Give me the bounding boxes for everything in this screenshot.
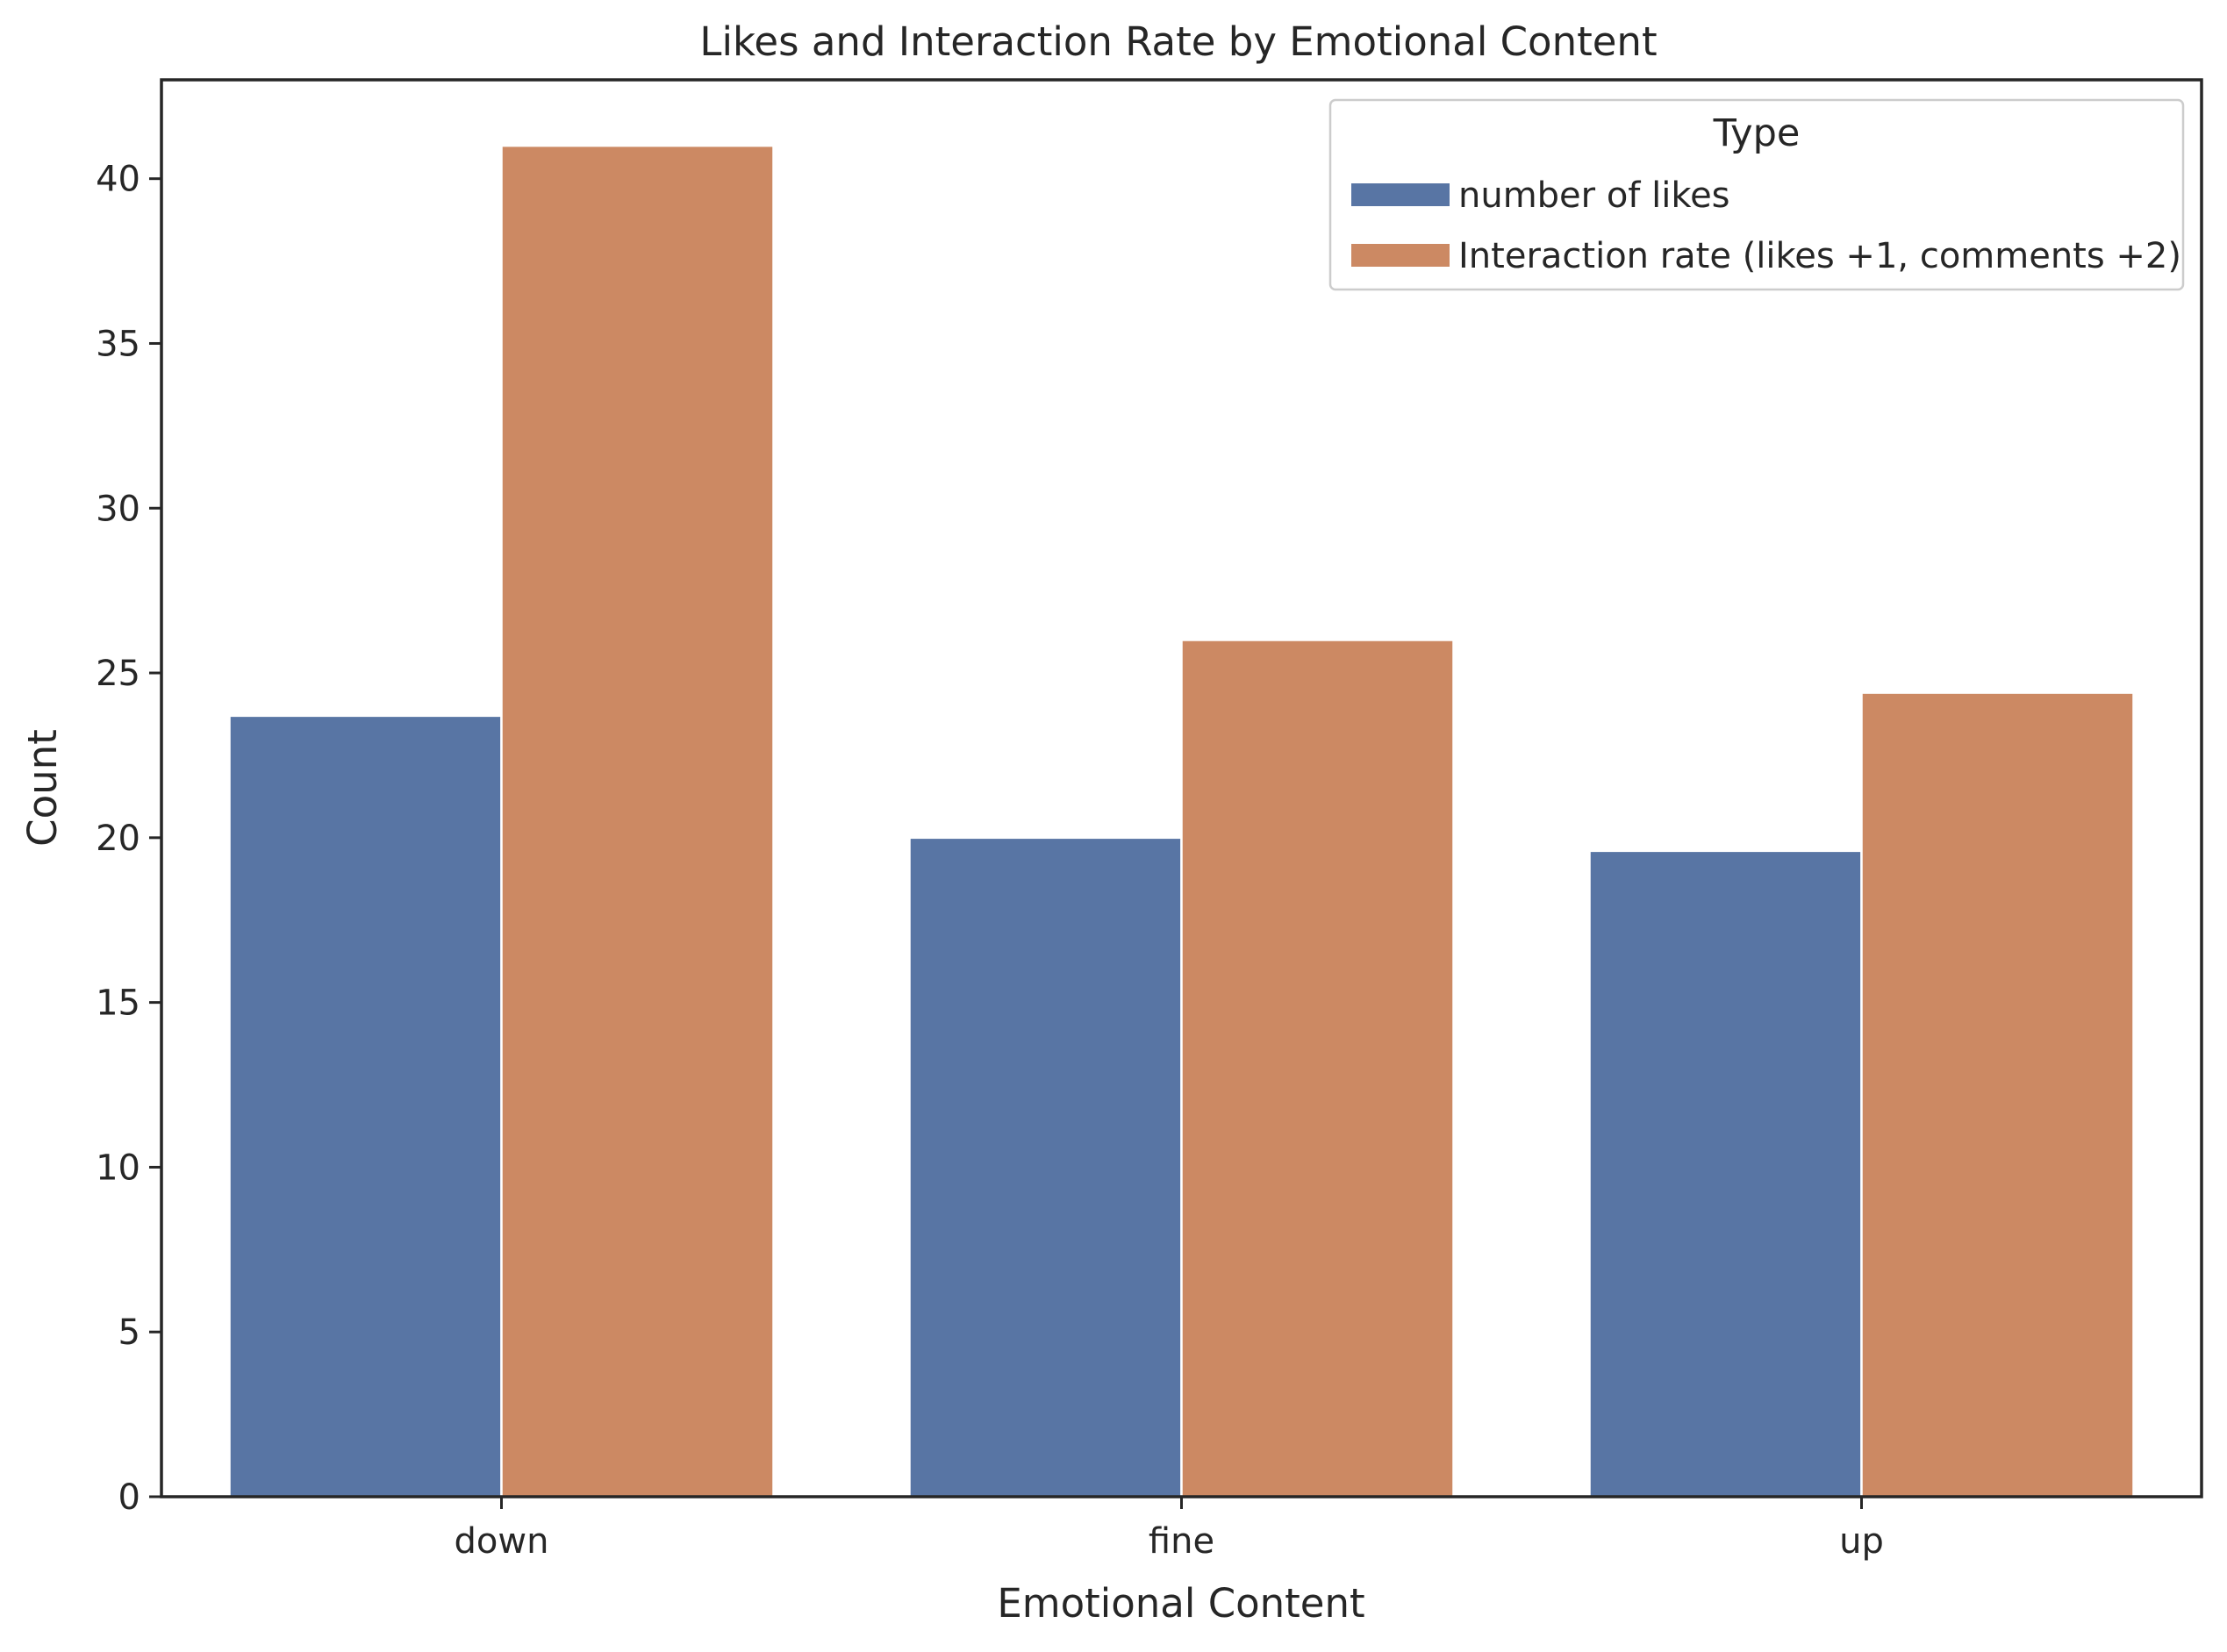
x-axis-ticks: down fine up [455, 1497, 1884, 1562]
y-axis-title: Count [19, 729, 66, 847]
bar-fine-series-2 [1180, 639, 1455, 1498]
y-tick-label: 5 [118, 1312, 140, 1353]
y-tick-label: 15 [96, 983, 140, 1024]
bar-fine-series-1 [908, 836, 1183, 1498]
legend-items: number of likes Interaction rate (likes +… [1351, 175, 2181, 276]
y-tick-label: 10 [96, 1148, 140, 1188]
legend: Type number of likes Interaction rate (li… [1328, 98, 2185, 291]
y-tick-label: 0 [118, 1477, 140, 1518]
legend-title: Type [1713, 111, 1801, 155]
x-tick-label: down [455, 1521, 549, 1562]
bars-group [228, 144, 2135, 1498]
legend-label-series-1: number of likes [1458, 175, 1730, 216]
x-axis-title: Emotional Content [997, 1580, 1364, 1627]
legend-swatch-series-1 [1351, 183, 1450, 206]
y-tick-label: 30 [96, 489, 140, 529]
bar-up-series-1 [1588, 849, 1863, 1498]
bar-up-series-2 [1860, 691, 2135, 1498]
bar-down-series-2 [500, 144, 775, 1498]
legend-swatch-series-2 [1351, 244, 1450, 267]
y-tick-label: 20 [96, 819, 140, 859]
x-tick-label: fine [1149, 1521, 1214, 1562]
x-tick-label: up [1839, 1521, 1884, 1562]
legend-label-series-2: Interaction rate (likes +1, comments +2) [1458, 236, 2181, 276]
y-tick-label: 40 [96, 160, 140, 200]
y-tick-label: 35 [96, 324, 140, 364]
y-tick-label: 25 [96, 654, 140, 694]
chart-title: Likes and Interaction Rate by Emotional … [699, 18, 1657, 65]
bar-down-series-1 [228, 714, 503, 1498]
plot-frame [160, 78, 2203, 1498]
legend-box [1328, 98, 2185, 291]
y-axis-ticks: 0 5 10 15 20 25 30 35 40 [96, 160, 161, 1518]
